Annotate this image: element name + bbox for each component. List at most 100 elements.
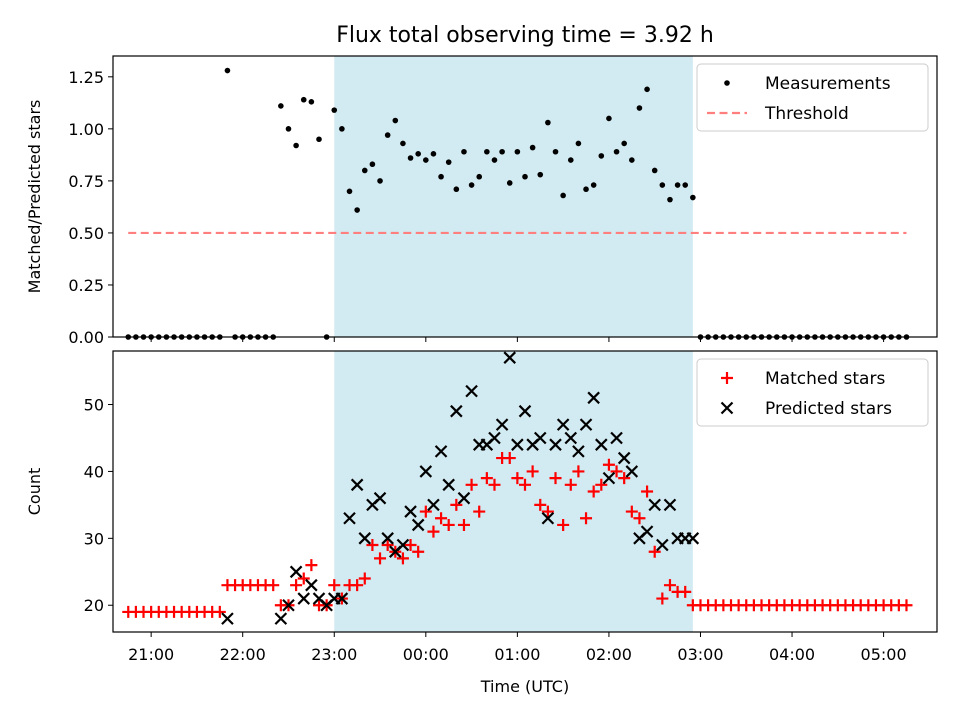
measurement-point xyxy=(407,155,414,161)
matched-star-point xyxy=(374,552,387,565)
measurement-point xyxy=(453,186,460,193)
matched-star-point xyxy=(663,579,676,592)
measurement-point xyxy=(468,182,475,188)
measurement-point xyxy=(300,96,307,103)
y-tick-label: 0.25 xyxy=(68,276,104,295)
measurement-point xyxy=(438,173,444,180)
measurement-point xyxy=(567,157,574,163)
measurement-point xyxy=(606,115,612,122)
measurement-point xyxy=(400,140,406,147)
legend-label: Measurements xyxy=(765,74,891,94)
matched-star-point xyxy=(534,498,547,511)
matched-star-point xyxy=(549,472,562,485)
y-tick-label: 1.00 xyxy=(68,120,104,139)
matched-star-point xyxy=(473,505,486,518)
x-tick-label: 04:00 xyxy=(769,645,815,664)
predicted-star-point xyxy=(595,438,608,451)
legend-measurement-swatch xyxy=(724,80,730,86)
y-tick-label: 0.50 xyxy=(68,224,104,243)
matched-star-point xyxy=(633,512,646,525)
predicted-star-point xyxy=(358,532,372,545)
y-tick-label: 1.25 xyxy=(68,68,104,87)
matched-star-point xyxy=(404,539,417,552)
measurement-point xyxy=(552,148,559,155)
predicted-star-point xyxy=(373,491,387,505)
measurement-point xyxy=(621,140,627,147)
matched-star-point xyxy=(618,472,631,485)
predicted-star-point xyxy=(533,431,547,445)
y-tick-label: 0.00 xyxy=(68,328,104,347)
y-tick-label: 40 xyxy=(84,462,104,481)
measurement-point xyxy=(583,186,589,193)
predicted-star-point xyxy=(450,404,463,418)
predicted-star-point xyxy=(419,465,433,478)
predicted-star-point xyxy=(381,532,394,545)
predicted-star-point xyxy=(488,431,501,445)
measurement-point xyxy=(537,171,544,178)
matched-star-point xyxy=(625,505,638,518)
predicted-star-point xyxy=(518,404,532,418)
matched-star-point xyxy=(503,452,516,465)
y-tick-label: 50 xyxy=(84,396,104,415)
predicted-star-point xyxy=(350,478,364,492)
matched-star-point xyxy=(541,505,554,518)
predicted-star-point xyxy=(617,451,631,465)
x-tick-label: 22:00 xyxy=(220,645,266,664)
measurement-point xyxy=(392,117,399,124)
measurement-point xyxy=(690,194,696,201)
measurement-point xyxy=(293,142,299,149)
legend-label: Predicted stars xyxy=(765,399,892,419)
x-tick-label: 03:00 xyxy=(677,645,723,664)
observing-window-shade xyxy=(334,351,693,632)
matched-star-point xyxy=(457,518,470,531)
matched-star-point xyxy=(480,472,493,485)
predicted-star-point xyxy=(602,471,616,485)
predicted-star-point xyxy=(663,498,677,512)
predicted-star-point xyxy=(656,538,669,552)
matched-star-point xyxy=(366,539,379,552)
measurement-point xyxy=(361,167,368,174)
measurement-point xyxy=(331,107,338,113)
predicted-star-point xyxy=(274,612,288,625)
measurement-point xyxy=(598,153,605,159)
measurement-point xyxy=(430,151,437,157)
predicted-star-point xyxy=(282,598,295,612)
top-panel: 0.00 0.25 0.50 0.75 1.00 1.25 Matched/Predicte… xyxy=(25,55,938,347)
measurement-point xyxy=(308,98,315,105)
matched-star-point xyxy=(648,545,661,558)
y-tick-label: 30 xyxy=(84,529,104,548)
y-tick-label: 20 xyxy=(84,596,104,615)
legend-label: Threshold xyxy=(764,104,849,124)
predicted-star-point xyxy=(396,538,410,552)
measurement-point xyxy=(476,173,483,180)
matched-star-point xyxy=(587,485,600,498)
predicted-star-point xyxy=(556,418,570,431)
matched-star-point xyxy=(267,579,280,592)
predicted-star-point xyxy=(427,498,440,512)
matched-star-point xyxy=(412,545,425,558)
predicted-star-point xyxy=(404,505,417,518)
matched-star-point xyxy=(290,579,303,592)
predicted-star-point xyxy=(305,578,318,592)
predicted-star-point xyxy=(442,478,455,492)
observing-window-shade xyxy=(334,56,693,337)
measurement-point xyxy=(667,196,673,203)
matched-star-point xyxy=(610,465,623,478)
measurement-point xyxy=(522,173,528,180)
matched-star-point xyxy=(305,559,318,572)
matched-star-point xyxy=(419,505,432,518)
matched-star-point xyxy=(641,485,654,498)
predicted-star-point xyxy=(648,498,661,512)
predicted-star-point xyxy=(289,565,303,579)
axes-frame xyxy=(112,55,938,338)
measurement-point xyxy=(423,157,429,163)
measurement-point xyxy=(629,157,635,163)
matched-star-point xyxy=(427,525,440,538)
matched-star-point xyxy=(488,478,501,491)
x-tick-label: 23:00 xyxy=(311,645,357,664)
predicted-star-point xyxy=(495,418,509,431)
predicted-star-point xyxy=(343,511,356,525)
measurement-point xyxy=(506,180,513,186)
measurement-point xyxy=(377,178,383,184)
